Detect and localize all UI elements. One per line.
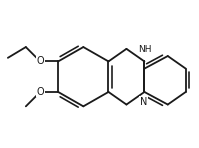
Text: NH: NH: [138, 45, 151, 54]
Text: O: O: [36, 87, 44, 97]
Text: O: O: [36, 56, 44, 66]
Text: N: N: [140, 97, 147, 107]
